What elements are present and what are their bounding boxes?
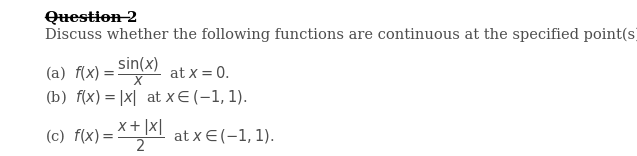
Text: (c)  $f(x) = \dfrac{x + |x|}{2}$  at $x \in (-1, 1)$.: (c) $f(x) = \dfrac{x + |x|}{2}$ at $x \i… <box>45 117 275 154</box>
Text: Question 2: Question 2 <box>45 10 138 24</box>
Text: Discuss whether the following functions are continuous at the specified point(s): Discuss whether the following functions … <box>45 27 637 41</box>
Text: (a)  $f(x) = \dfrac{\sin(x)}{x}$  at $x = 0$.: (a) $f(x) = \dfrac{\sin(x)}{x}$ at $x = … <box>45 55 230 88</box>
Text: (b)  $f(x) = |x|$  at $x \in (-1, 1)$.: (b) $f(x) = |x|$ at $x \in (-1, 1)$. <box>45 88 247 108</box>
